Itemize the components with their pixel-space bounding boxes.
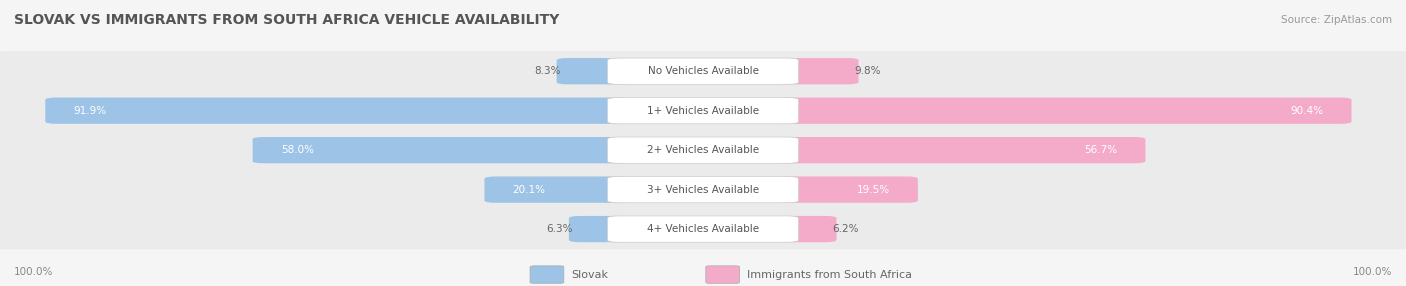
- FancyBboxPatch shape: [776, 137, 1146, 163]
- Text: 19.5%: 19.5%: [856, 185, 890, 194]
- FancyBboxPatch shape: [569, 216, 630, 242]
- Text: 90.4%: 90.4%: [1291, 106, 1323, 116]
- Text: Slovak: Slovak: [571, 270, 607, 279]
- FancyBboxPatch shape: [0, 51, 1406, 92]
- Text: 20.1%: 20.1%: [513, 185, 546, 194]
- FancyBboxPatch shape: [530, 266, 564, 283]
- FancyBboxPatch shape: [776, 216, 837, 242]
- Text: 100.0%: 100.0%: [14, 267, 53, 277]
- Text: Source: ZipAtlas.com: Source: ZipAtlas.com: [1281, 15, 1392, 25]
- FancyBboxPatch shape: [253, 137, 630, 163]
- FancyBboxPatch shape: [776, 98, 1351, 124]
- FancyBboxPatch shape: [0, 209, 1406, 249]
- Text: Immigrants from South Africa: Immigrants from South Africa: [747, 270, 911, 279]
- Text: 56.7%: 56.7%: [1084, 145, 1118, 155]
- FancyBboxPatch shape: [485, 176, 630, 203]
- FancyBboxPatch shape: [45, 98, 630, 124]
- FancyBboxPatch shape: [776, 58, 859, 84]
- Text: 100.0%: 100.0%: [1353, 267, 1392, 277]
- FancyBboxPatch shape: [607, 58, 799, 84]
- FancyBboxPatch shape: [607, 137, 799, 163]
- Text: 3+ Vehicles Available: 3+ Vehicles Available: [647, 185, 759, 194]
- Text: 9.8%: 9.8%: [855, 66, 880, 76]
- Text: 6.3%: 6.3%: [547, 224, 574, 234]
- Text: No Vehicles Available: No Vehicles Available: [648, 66, 758, 76]
- Text: 1+ Vehicles Available: 1+ Vehicles Available: [647, 106, 759, 116]
- FancyBboxPatch shape: [0, 169, 1406, 210]
- FancyBboxPatch shape: [0, 130, 1406, 170]
- FancyBboxPatch shape: [776, 176, 918, 203]
- Text: SLOVAK VS IMMIGRANTS FROM SOUTH AFRICA VEHICLE AVAILABILITY: SLOVAK VS IMMIGRANTS FROM SOUTH AFRICA V…: [14, 13, 560, 27]
- FancyBboxPatch shape: [607, 176, 799, 203]
- Text: 58.0%: 58.0%: [281, 145, 314, 155]
- Text: 8.3%: 8.3%: [534, 66, 561, 76]
- FancyBboxPatch shape: [607, 216, 799, 242]
- FancyBboxPatch shape: [706, 266, 740, 283]
- FancyBboxPatch shape: [0, 90, 1406, 131]
- Text: 4+ Vehicles Available: 4+ Vehicles Available: [647, 224, 759, 234]
- Text: 2+ Vehicles Available: 2+ Vehicles Available: [647, 145, 759, 155]
- Text: 6.2%: 6.2%: [832, 224, 859, 234]
- Text: 91.9%: 91.9%: [73, 106, 107, 116]
- FancyBboxPatch shape: [607, 98, 799, 124]
- FancyBboxPatch shape: [557, 58, 630, 84]
